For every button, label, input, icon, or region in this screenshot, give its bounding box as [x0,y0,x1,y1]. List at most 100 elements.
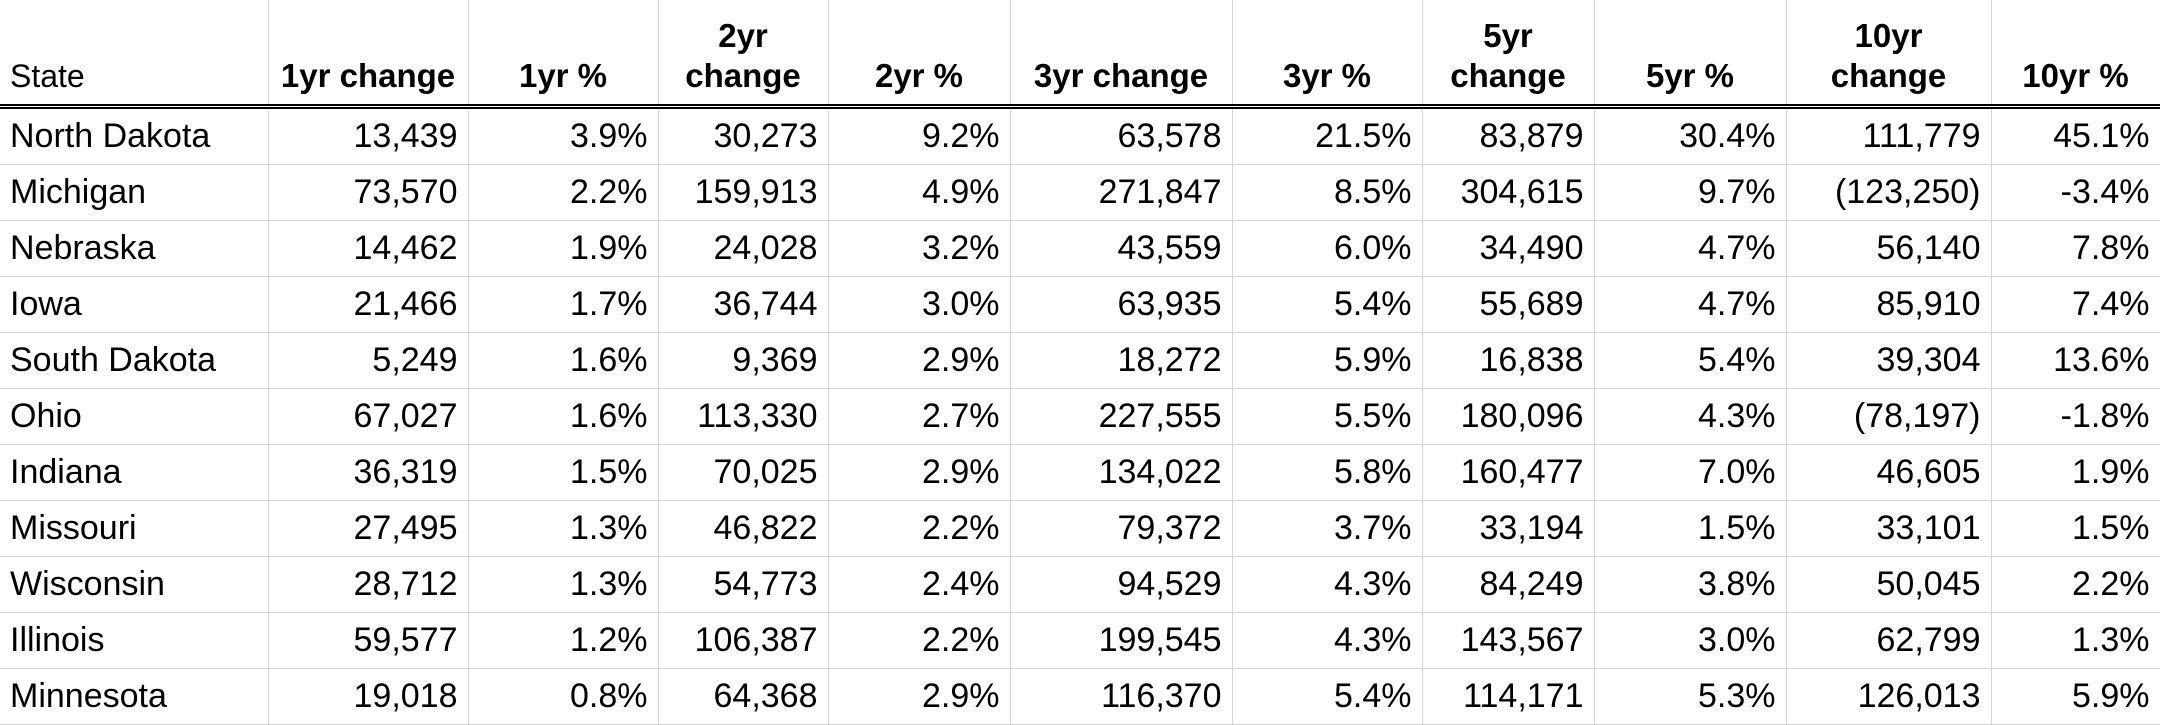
cell-3yr-change: 94,529 [1010,556,1233,613]
cell-2yr-percent: 3.2% [828,220,1011,277]
cell-10yr-percent: 2.2% [1991,556,2160,613]
cell-5yr-percent: 3.0% [1594,612,1787,669]
cell-2yr-percent: 9.2% [828,106,1011,165]
header-1yr-change: 1yr change [268,0,469,109]
cell-10yr-change: 46,605 [1786,444,1992,501]
cell-10yr-percent: 1.9% [1991,444,2160,501]
cell-3yr-change: 79,372 [1010,500,1233,557]
cell-1yr-percent: 3.9% [468,106,659,165]
cell-state: South Dakota [0,332,269,389]
cell-3yr-change: 271,847 [1010,164,1233,221]
cell-1yr-change: 19,018 [268,668,469,725]
cell-5yr-change: 16,838 [1422,332,1595,389]
cell-5yr-percent: 9.7% [1594,164,1787,221]
table-row: Wisconsin 28,712 1.3% 54,773 2.4% 94,529… [0,556,2160,613]
cell-3yr-percent: 5.4% [1232,668,1423,725]
cell-5yr-percent: 5.4% [1594,332,1787,389]
cell-10yr-change: 111,779 [1786,106,1992,165]
header-3yr-percent: 3yr % [1232,0,1423,109]
cell-5yr-change: 84,249 [1422,556,1595,613]
header-5yr-change: 5yr change [1422,0,1595,109]
cell-5yr-change: 304,615 [1422,164,1595,221]
cell-5yr-percent: 3.8% [1594,556,1787,613]
table-row: South Dakota 5,249 1.6% 9,369 2.9% 18,27… [0,332,2160,389]
cell-2yr-change: 113,330 [658,388,829,445]
cell-1yr-percent: 1.6% [468,388,659,445]
cell-1yr-change: 13,439 [268,106,469,165]
cell-5yr-percent: 4.7% [1594,276,1787,333]
cell-2yr-change: 64,368 [658,668,829,725]
cell-1yr-percent: 1.2% [468,612,659,669]
cell-state: Missouri [0,500,269,557]
cell-10yr-percent: 13.6% [1991,332,2160,389]
cell-state: Wisconsin [0,556,269,613]
cell-2yr-percent: 4.9% [828,164,1011,221]
cell-1yr-percent: 0.8% [468,668,659,725]
cell-5yr-change: 180,096 [1422,388,1595,445]
cell-3yr-change: 63,578 [1010,106,1233,165]
table-row: Nebraska 14,462 1.9% 24,028 3.2% 43,559 … [0,220,2160,277]
cell-1yr-percent: 1.7% [468,276,659,333]
cell-3yr-percent: 6.0% [1232,220,1423,277]
cell-1yr-change: 21,466 [268,276,469,333]
header-10yr-change: 10yr change [1786,0,1992,109]
cell-2yr-percent: 2.9% [828,668,1011,725]
header-2yr-percent: 2yr % [828,0,1011,109]
header-10yr-percent: 10yr % [1991,0,2160,109]
cell-3yr-percent: 21.5% [1232,106,1423,165]
cell-3yr-percent: 5.5% [1232,388,1423,445]
cell-state: Iowa [0,276,269,333]
header-3yr-change: 3yr change [1010,0,1233,109]
cell-3yr-change: 63,935 [1010,276,1233,333]
cell-1yr-change: 36,319 [268,444,469,501]
cell-3yr-change: 43,559 [1010,220,1233,277]
cell-2yr-change: 36,744 [658,276,829,333]
cell-10yr-percent: 1.5% [1991,500,2160,557]
cell-5yr-change: 114,171 [1422,668,1595,725]
cell-10yr-change: 50,045 [1786,556,1992,613]
cell-2yr-change: 70,025 [658,444,829,501]
cell-3yr-percent: 4.3% [1232,612,1423,669]
cell-5yr-change: 34,490 [1422,220,1595,277]
cell-5yr-change: 143,567 [1422,612,1595,669]
cell-2yr-percent: 2.2% [828,500,1011,557]
cell-10yr-percent: 7.8% [1991,220,2160,277]
cell-state: Ohio [0,388,269,445]
cell-state: Minnesota [0,668,269,725]
header-5yr-percent: 5yr % [1594,0,1787,109]
cell-2yr-change: 24,028 [658,220,829,277]
table-row: Ohio 67,027 1.6% 113,330 2.7% 227,555 5.… [0,388,2160,445]
cell-2yr-change: 106,387 [658,612,829,669]
cell-2yr-percent: 2.4% [828,556,1011,613]
cell-5yr-change: 55,689 [1422,276,1595,333]
cell-5yr-percent: 5.3% [1594,668,1787,725]
cell-state: Indiana [0,444,269,501]
cell-2yr-percent: 2.7% [828,388,1011,445]
cell-5yr-percent: 1.5% [1594,500,1787,557]
cell-1yr-percent: 1.5% [468,444,659,501]
cell-2yr-percent: 2.9% [828,332,1011,389]
cell-5yr-change: 33,194 [1422,500,1595,557]
cell-2yr-percent: 2.9% [828,444,1011,501]
cell-5yr-change: 83,879 [1422,106,1595,165]
cell-10yr-change: 85,910 [1786,276,1992,333]
cell-1yr-percent: 2.2% [468,164,659,221]
table-row: Missouri 27,495 1.3% 46,822 2.2% 79,372 … [0,500,2160,557]
cell-5yr-percent: 4.3% [1594,388,1787,445]
cell-2yr-change: 159,913 [658,164,829,221]
table-row: Indiana 36,319 1.5% 70,025 2.9% 134,022 … [0,444,2160,501]
header-1yr-percent: 1yr % [468,0,659,109]
cell-10yr-percent: 1.3% [1991,612,2160,669]
header-state: State [0,0,269,109]
cell-2yr-change: 46,822 [658,500,829,557]
cell-3yr-percent: 3.7% [1232,500,1423,557]
cell-1yr-change: 67,027 [268,388,469,445]
cell-10yr-percent: -1.8% [1991,388,2160,445]
cell-10yr-change: 33,101 [1786,500,1992,557]
cell-10yr-change: (78,197) [1786,388,1992,445]
cell-10yr-change: (123,250) [1786,164,1992,221]
cell-1yr-percent: 1.6% [468,332,659,389]
cell-3yr-percent: 5.9% [1232,332,1423,389]
cell-10yr-percent: 5.9% [1991,668,2160,725]
